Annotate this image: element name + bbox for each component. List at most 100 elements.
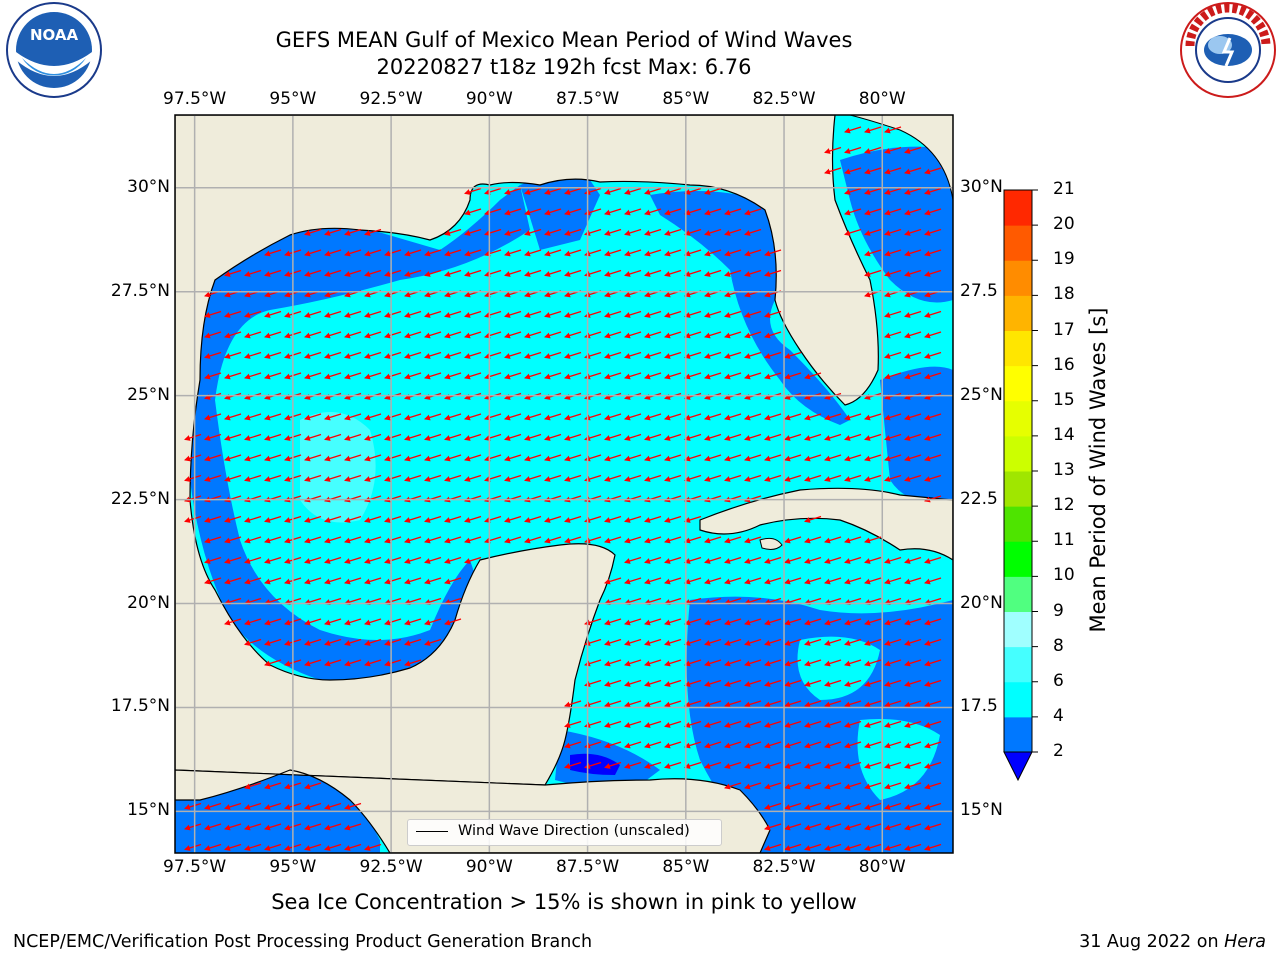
lat-label-right: 30°N [960,176,1003,197]
wind-wave-arrow [544,187,562,195]
wind-wave-arrow [864,249,882,257]
colorbar-segment [1004,225,1032,261]
wind-wave-arrow [804,700,822,708]
wind-wave-arrow [644,228,662,236]
wind-wave-arrow [824,597,842,605]
wind-wave-arrow [884,433,902,441]
lon-label-top: 97.5°W [163,89,227,109]
wind-wave-arrow [344,638,362,646]
wind-wave-arrow [304,372,322,380]
wind-wave-arrow [344,310,362,318]
wind-wave-arrow [244,351,262,359]
wind-wave-arrow [344,802,362,810]
wind-wave-arrow [404,372,422,380]
wind-wave-arrow [364,536,382,544]
wind-wave-arrow [724,372,742,380]
wind-wave-arrow [324,351,342,359]
wind-wave-arrow [884,577,902,585]
wind-wave-arrow [824,720,842,728]
period-4-6-caribbean-patch2 [857,719,940,800]
wind-wave-arrow [784,638,802,646]
wind-wave-arrow [624,351,642,359]
wind-wave-arrow [804,843,822,851]
wind-wave-arrow [624,597,642,605]
wind-wave-arrow [884,372,902,380]
wind-wave-arrow [624,679,642,687]
wind-wave-arrow [724,700,742,708]
wind-wave-arrow [804,741,822,749]
wind-wave-arrow [564,372,582,380]
wind-wave-arrow [604,515,622,523]
chart-title: GEFS MEAN Gulf of Mexico Mean Period of … [275,28,853,52]
wind-wave-arrow [564,351,582,359]
wind-wave-arrow [784,720,802,728]
wind-wave-arrow [604,597,622,605]
wind-wave-arrow [604,720,622,728]
wind-wave-arrow [644,720,662,728]
wind-wave-arrow [624,659,642,667]
wind-wave-arrow [344,659,362,667]
wind-wave-arrow [804,413,822,421]
wind-wave-arrow [804,577,822,585]
wind-wave-arrow [464,556,482,564]
wind-wave-arrow [484,351,502,359]
land-florida-east [849,115,953,201]
wind-wave-arrow [604,351,622,359]
wind-wave-arrow [324,310,342,318]
wind-wave-arrow [704,577,722,585]
wind-wave-arrow [884,618,902,626]
wind-wave-arrow [924,802,942,810]
wind-wave-arrow [704,249,722,257]
wind-wave-arrow [624,720,642,728]
wind-wave-arrow [524,433,542,441]
wind-wave-arrows [184,126,942,851]
wind-wave-arrow [884,802,902,810]
wind-wave-arrow [684,228,702,236]
wind-wave-arrow [604,372,622,380]
colorbar-segment [1004,365,1032,402]
wind-wave-arrow [644,761,662,769]
wind-wave-arrow [644,351,662,359]
wind-wave-arrow [764,556,782,564]
wind-wave-arrow [724,474,742,482]
wind-wave-arrow [684,700,702,708]
wind-wave-arrow [644,597,662,605]
wind-wave-arrow [924,413,942,421]
wind-wave-arrow [804,638,822,646]
wind-wave-arrow [624,474,642,482]
wind-wave-arrow [804,536,822,544]
wind-wave-arrow [904,310,922,318]
wind-wave-arrow [804,515,822,523]
wind-wave-arrow [344,823,362,831]
wind-wave-arrow [384,454,402,462]
wind-wave-arrow [904,146,922,154]
wind-wave-arrow [864,741,882,749]
wind-wave-arrow [604,638,622,646]
wind-wave-arrow [804,433,822,441]
wind-wave-arrow [644,249,662,257]
wind-wave-arrow [664,454,682,462]
colorbar-segment [1004,646,1032,683]
wind-wave-arrow [264,618,282,626]
wind-wave-arrow [884,310,902,318]
wind-wave-arrow [724,597,742,605]
colorbar-segment [1004,190,1032,226]
wind-wave-arrow [524,310,542,318]
wind-wave-arrow [684,351,702,359]
lat-label-right: 25°N [960,384,1003,405]
wind-wave-arrow [824,782,842,790]
wind-wave-arrow [884,413,902,421]
wind-wave-arrow [844,618,862,626]
wind-wave-arrow [704,679,722,687]
wind-wave-arrow [824,454,842,462]
wind-wave-arrow [204,351,222,359]
wind-wave-arrow [184,433,202,441]
wind-wave-arrow [524,208,542,216]
wind-wave-arrow [804,679,822,687]
wind-wave-arrow [644,700,662,708]
wind-wave-arrow [404,454,422,462]
wind-wave-arrow [464,331,482,339]
lon-label-bottom: 97.5°W [163,857,227,877]
wind-wave-arrow [904,577,922,585]
wind-wave-arrow [344,351,362,359]
